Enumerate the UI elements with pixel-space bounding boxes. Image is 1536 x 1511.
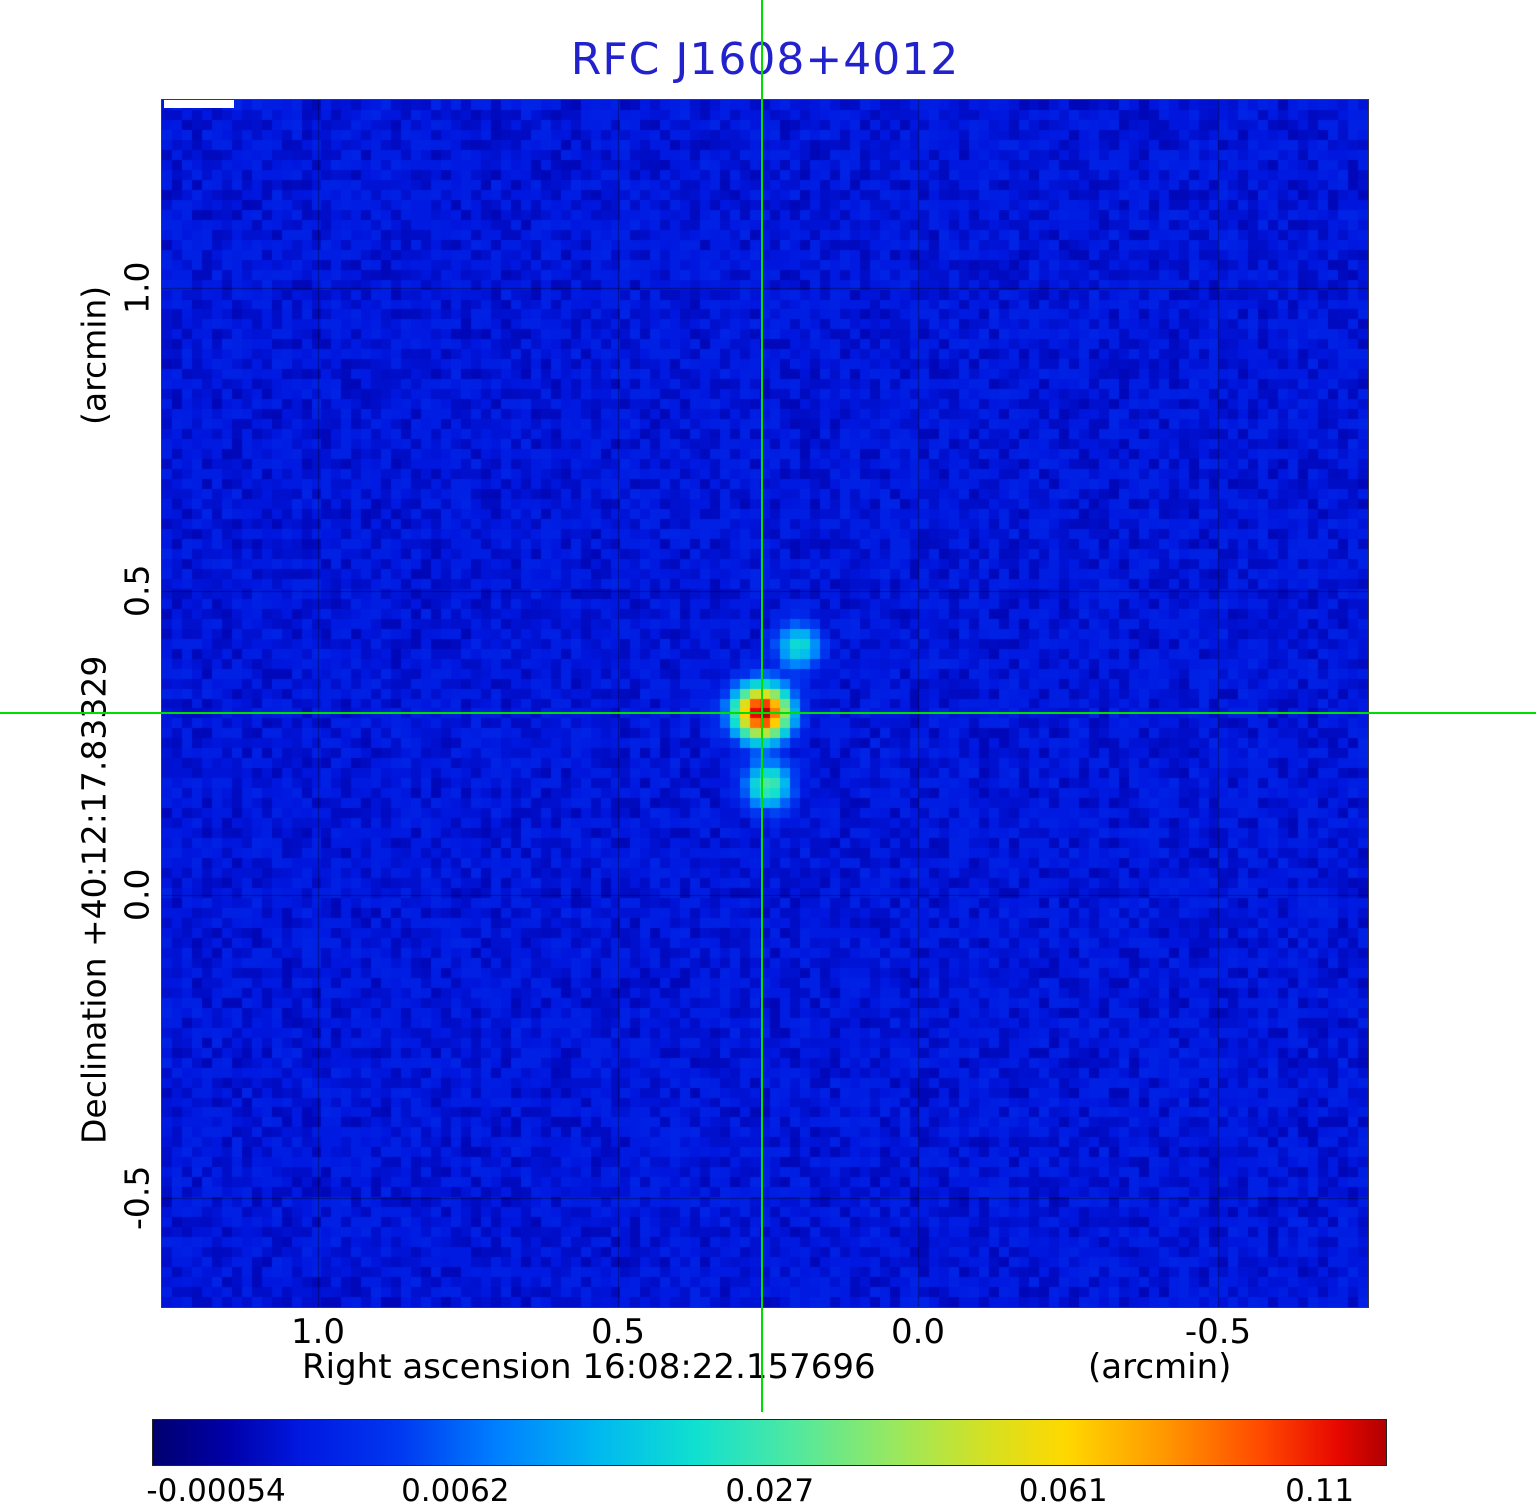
colorbar-tick-label: 0.061 bbox=[1018, 1473, 1108, 1509]
y-axis-label: Declination +40:12:17.83329 bbox=[74, 655, 114, 1145]
y-axis-unit-label: (arcmin) bbox=[74, 285, 114, 425]
y-tick-label: 0.0 bbox=[117, 868, 157, 921]
x-tick-label: -0.5 bbox=[1184, 1312, 1252, 1352]
x-axis-label: Right ascension 16:08:22.157696 bbox=[302, 1347, 876, 1387]
blank-notch bbox=[164, 100, 234, 108]
x-tick-label: 0.5 bbox=[590, 1312, 646, 1352]
colorbar-tick-label: 0.0062 bbox=[401, 1473, 510, 1509]
x-axis-unit-label: (arcmin) bbox=[1088, 1347, 1232, 1387]
radio-map-canvas bbox=[162, 100, 1368, 1307]
colorbar-tick-label: 0.11 bbox=[1285, 1473, 1355, 1509]
y-tick-label: -0.5 bbox=[117, 1165, 157, 1231]
image-panel bbox=[161, 99, 1369, 1308]
y-tick-label: 1.0 bbox=[117, 261, 157, 315]
colorbar-tick-label: -0.00054 bbox=[146, 1473, 286, 1509]
x-tick-label: 0.0 bbox=[890, 1312, 946, 1352]
crosshair-horizontal-line bbox=[0, 712, 1536, 714]
colorbar-tick-label: 0.027 bbox=[725, 1473, 815, 1509]
plot-title: RFC J1608+4012 bbox=[570, 34, 960, 85]
crosshair-vertical-line bbox=[761, 0, 763, 1412]
y-tick-label: 0.5 bbox=[117, 565, 157, 618]
colorbar bbox=[152, 1419, 1387, 1466]
x-tick-label: 1.0 bbox=[290, 1312, 346, 1352]
